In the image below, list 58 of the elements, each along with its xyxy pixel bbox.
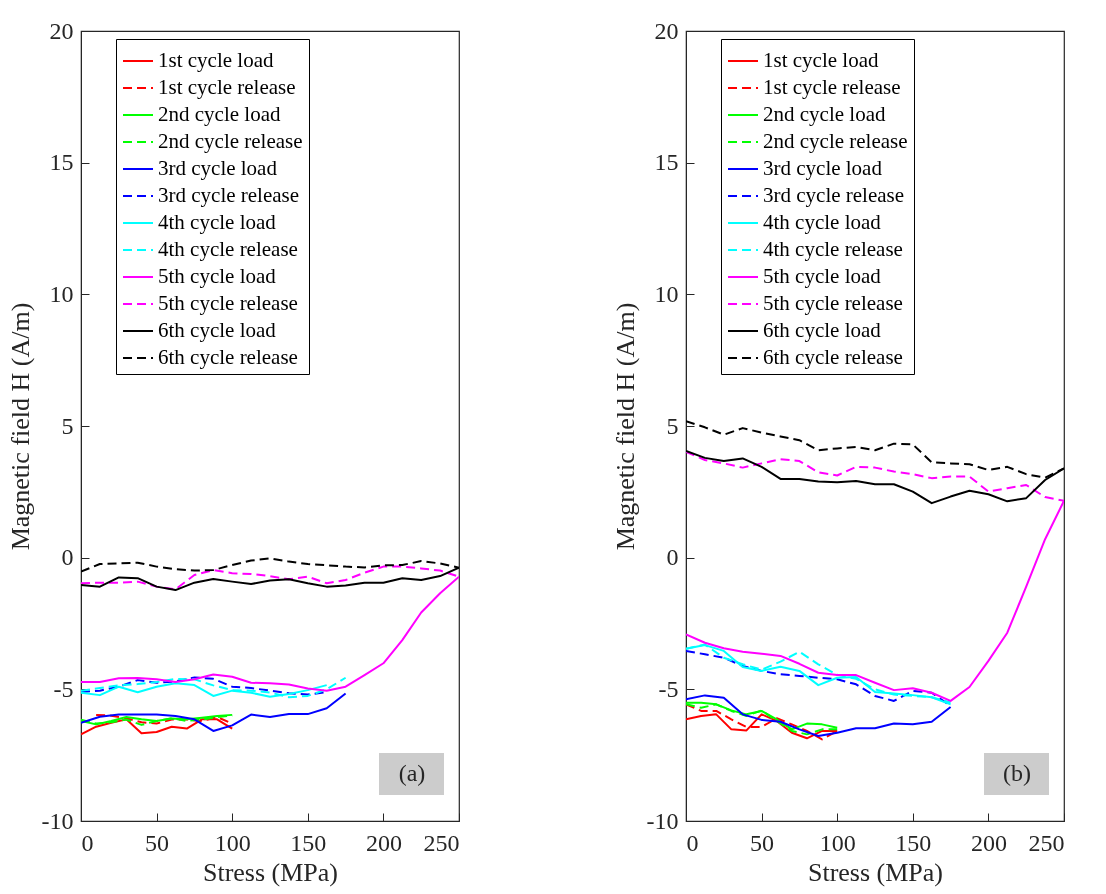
line-series — [81, 718, 234, 736]
y-tick-label: -5 — [658, 675, 679, 702]
y-tick-label: 0 — [61, 544, 74, 571]
x-tick-label: 150 — [895, 829, 932, 856]
x-tick-label: 0 — [686, 829, 699, 856]
legend-label: 1st cycle load — [763, 48, 879, 72]
x-tick-label: 200 — [365, 829, 402, 856]
y-tick-label: 5 — [666, 412, 679, 439]
legend-label: 6th cycle release — [763, 345, 903, 369]
y-tick-label: 5 — [61, 412, 74, 439]
x-tick-label: 250 — [423, 829, 460, 856]
legend-label: 5th cycle load — [763, 264, 882, 288]
x-tick-label: 50 — [145, 829, 170, 856]
y-tick-label: -10 — [646, 807, 679, 834]
legend-label: 4th cycle release — [763, 237, 903, 261]
x-tick-label: 50 — [750, 829, 775, 856]
legend-label: 3rd cycle release — [763, 183, 905, 207]
annotation: (a) — [398, 760, 426, 786]
legend-label: 6th cycle load — [763, 318, 882, 342]
y-tick-label: 20 — [654, 17, 679, 44]
legend-label: 2nd cycle load — [763, 102, 886, 126]
legend-label: 1st cycle load — [158, 48, 274, 72]
legend-label: 5th cycle release — [158, 291, 298, 315]
legend-label: 3rd cycle load — [158, 156, 278, 180]
y-tick-label: 15 — [49, 149, 74, 176]
legend-label: 5th cycle release — [763, 291, 903, 315]
legend-label: 4th cycle release — [158, 237, 298, 261]
legend-label: 2nd cycle load — [158, 102, 281, 126]
x-tick-label: 100 — [819, 829, 856, 856]
y-tick-label: 0 — [666, 544, 679, 571]
y-axis-title: Magnetic field H (A/m) — [610, 302, 640, 551]
y-tick-label: 10 — [49, 280, 74, 307]
legend-label: 2nd cycle release — [158, 129, 303, 153]
legend-label: 4th cycle load — [158, 210, 277, 234]
legend-label: 6th cycle load — [158, 318, 277, 342]
legend-label: 3rd cycle load — [763, 156, 883, 180]
y-tick-label: -10 — [41, 807, 74, 834]
y-tick-label: 10 — [654, 280, 679, 307]
y-tick-label: 20 — [49, 17, 74, 44]
legend-label: 1st cycle release — [158, 75, 296, 99]
y-tick-label: -5 — [53, 675, 74, 702]
x-tick-label: 100 — [214, 829, 251, 856]
x-axis-title: Stress (MPa) — [202, 857, 339, 887]
line-series — [81, 692, 347, 732]
legend-label: 5th cycle load — [158, 264, 277, 288]
x-tick-label: 0 — [81, 829, 94, 856]
y-axis-title: Magnetic field H (A/m) — [5, 302, 35, 551]
x-tick-label: 150 — [290, 829, 327, 856]
x-axis-title: Stress (MPa) — [807, 857, 944, 887]
x-tick-label: 200 — [970, 829, 1007, 856]
x-tick-label: 250 — [1028, 829, 1065, 856]
legend-label: 1st cycle release — [763, 75, 901, 99]
legend-label: 6th cycle release — [158, 345, 298, 369]
y-tick-label: 15 — [654, 149, 679, 176]
legend-label: 3rd cycle release — [158, 183, 300, 207]
legend-label: 2nd cycle release — [763, 129, 908, 153]
legend-label: 4th cycle load — [763, 210, 882, 234]
annotation: (b) — [1003, 760, 1031, 786]
